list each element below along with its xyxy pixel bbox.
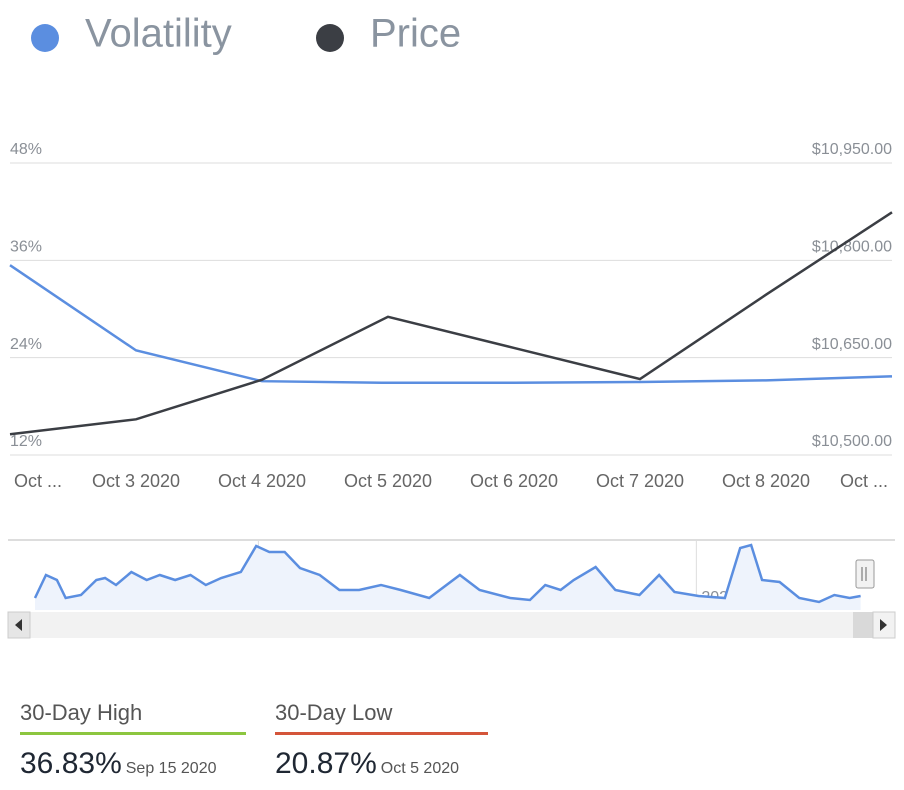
y2-tick-label: $10,500.00 [812, 433, 892, 450]
y-tick-label: 48% [10, 141, 42, 158]
stat-label: 30-Day High [20, 700, 246, 735]
x-tick-label: Oct 7 2020 [596, 471, 684, 491]
scroll-right-arrow [880, 619, 887, 631]
navigator-handle[interactable] [855, 559, 875, 589]
x-tick-label: Oct 6 2020 [470, 471, 558, 491]
navigator-line [33, 543, 861, 604]
x-tick-label: Oct ... [840, 471, 888, 491]
x-tick-label: Oct 8 2020 [722, 471, 810, 491]
stat-value: 36.83% [20, 747, 122, 780]
x-tick-label: Oct 4 2020 [218, 471, 306, 491]
chart: 12% 24% 36% 48% $10,500.00 $10,650.00 $10,800.… [7, 12, 896, 639]
x-tick-label: Oct 5 2020 [344, 471, 432, 491]
navigator-area [35, 545, 861, 610]
x-tick-label: Oct ... [14, 471, 62, 491]
legend-marker [31, 24, 59, 52]
legend-marker [316, 24, 344, 52]
y2-tick-label: $10,650.00 [812, 336, 892, 353]
series-line [9, 264, 893, 385]
stat-label: 30-Day Low [275, 700, 488, 735]
y-tick-label: 36% [10, 239, 42, 256]
stat-value: 20.87% [275, 747, 377, 780]
series-line [9, 211, 893, 436]
y2-tick-label: $10,950.00 [812, 141, 892, 158]
legend-label: Price [370, 12, 461, 56]
stat-date: Sep 15 2020 [125, 760, 217, 777]
scrollbar-thumb[interactable] [853, 612, 873, 638]
legend-label: Volatility [85, 12, 232, 56]
stat-low: 30-Day Low 20.87% Oct 5 2020 [275, 700, 488, 781]
y-tick-label: 12% [10, 433, 42, 450]
x-tick-label: Oct 3 2020 [92, 471, 180, 491]
y2-tick-label: $10,800.00 [812, 239, 892, 256]
stat-date: Oct 5 2020 [380, 760, 460, 777]
y-tick-label: 24% [10, 336, 42, 353]
scrollbar-track[interactable] [8, 612, 895, 638]
scroll-left-arrow [15, 619, 22, 631]
stat-high: 30-Day High 36.83% Sep 15 2020 [20, 700, 246, 781]
